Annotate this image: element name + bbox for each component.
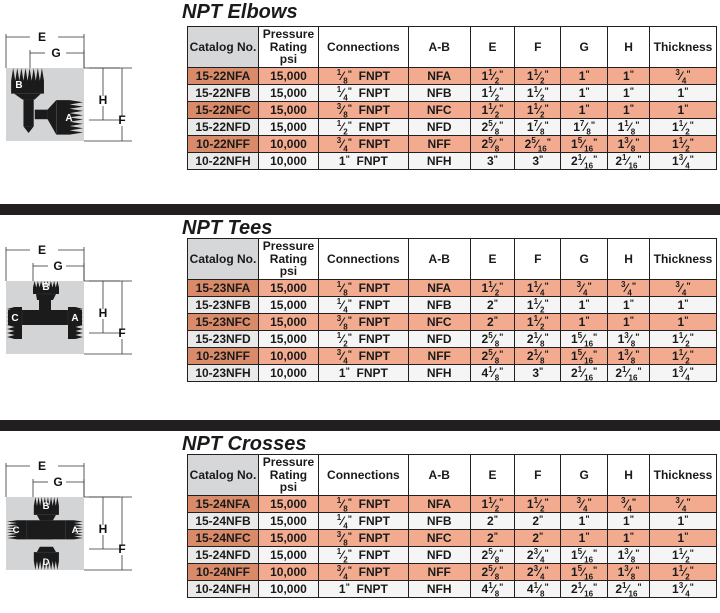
svg-text:E: E [38,243,46,257]
svg-text:F: F [118,542,125,556]
svg-text:A: A [72,525,79,536]
svg-text:A: A [71,313,78,324]
svg-text:C: C [13,525,20,536]
svg-text:E: E [38,30,46,44]
svg-text:A: A [65,113,72,124]
svg-text:G: G [53,475,62,489]
svg-text:G: G [53,259,62,273]
svg-text:H: H [99,522,108,536]
svg-text:H: H [99,306,108,320]
svg-text:C: C [11,313,18,324]
svg-text:H: H [99,93,108,107]
svg-text:B: B [15,80,22,91]
svg-text:F: F [118,113,125,127]
svg-text:F: F [118,326,125,340]
svg-text:E: E [38,459,46,473]
svg-text:B: B [43,501,50,512]
svg-text:G: G [51,46,60,60]
svg-text:B: B [42,282,49,293]
svg-text:D: D [43,557,50,568]
